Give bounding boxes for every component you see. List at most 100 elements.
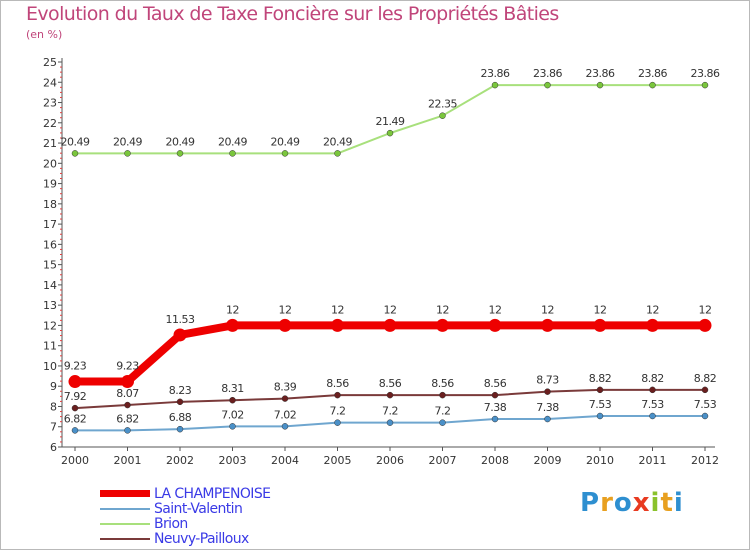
data-label: 8.82 bbox=[694, 372, 717, 385]
data-label: 7.53 bbox=[589, 398, 612, 411]
data-label: 7.2 bbox=[330, 405, 346, 418]
data-label: 7.38 bbox=[484, 401, 507, 414]
data-point bbox=[383, 318, 397, 332]
legend-item-saint-valentin: Saint-Valentin bbox=[100, 501, 270, 517]
data-point bbox=[649, 412, 656, 420]
data-point bbox=[334, 391, 341, 399]
y-tick-label: 25 bbox=[43, 56, 57, 69]
y-tick-label: 23 bbox=[43, 97, 57, 110]
y-tick-label: 21 bbox=[43, 137, 57, 150]
legend-swatch-saint-valentin bbox=[100, 507, 150, 510]
data-label: 8.23 bbox=[169, 384, 192, 397]
data-point bbox=[121, 375, 134, 389]
legend-item-neuvy-pailloux: Neuvy-Pailloux bbox=[100, 531, 270, 547]
y-tick-label: 20 bbox=[43, 157, 57, 170]
x-tick-label: 2008 bbox=[481, 454, 509, 467]
x-tick-label: 2009 bbox=[534, 454, 562, 467]
y-tick-label: 12 bbox=[43, 319, 57, 332]
data-label: 8.31 bbox=[221, 382, 244, 395]
data-label: 20.49 bbox=[166, 135, 195, 148]
chart-unit-label: (en %) bbox=[26, 28, 63, 41]
data-point bbox=[71, 150, 79, 157]
data-point bbox=[173, 328, 187, 342]
data-point bbox=[491, 391, 499, 399]
data-label: 11.53 bbox=[166, 313, 195, 326]
legend-swatch-brion bbox=[100, 522, 150, 525]
data-point bbox=[124, 427, 131, 434]
y-tick-label: 7 bbox=[50, 421, 57, 434]
data-point bbox=[386, 419, 394, 426]
y-tick-label: 11 bbox=[43, 340, 57, 353]
data-label: 12 bbox=[489, 303, 502, 316]
data-label: 8.56 bbox=[379, 377, 402, 390]
data-point bbox=[491, 415, 499, 423]
legend-item-la-champenoise: LA CHAMPENOISE bbox=[100, 486, 271, 502]
data-point bbox=[701, 81, 709, 89]
x-tick-label: 2007 bbox=[429, 454, 457, 467]
data-label: 12 bbox=[436, 303, 449, 316]
data-point bbox=[544, 388, 551, 395]
data-point bbox=[439, 419, 446, 426]
data-point bbox=[544, 81, 551, 89]
y-tick-label: 19 bbox=[43, 178, 57, 191]
data-point bbox=[281, 150, 289, 157]
legend-swatch-la-champenoise bbox=[100, 490, 150, 497]
data-label: 12 bbox=[541, 303, 554, 316]
data-label: 12 bbox=[384, 303, 397, 316]
x-tick-label: 2012 bbox=[691, 454, 719, 467]
y-tick-label: 22 bbox=[43, 117, 57, 130]
data-label: 20.49 bbox=[218, 135, 247, 148]
data-label: 12 bbox=[646, 303, 659, 316]
x-tick-label: 2005 bbox=[324, 454, 352, 467]
data-label: 23.86 bbox=[481, 67, 510, 80]
data-label: 7.02 bbox=[274, 408, 297, 421]
data-point bbox=[281, 395, 289, 402]
data-label: 7.02 bbox=[221, 408, 244, 421]
data-point bbox=[596, 412, 604, 420]
data-point bbox=[124, 401, 131, 409]
logo-letter: t bbox=[660, 488, 674, 518]
data-point bbox=[176, 398, 184, 406]
data-label: 12 bbox=[699, 303, 712, 316]
data-label: 7.2 bbox=[382, 405, 398, 418]
x-tick-label: 2003 bbox=[219, 454, 247, 467]
data-label: 23.86 bbox=[533, 67, 562, 80]
y-tick-label: 16 bbox=[43, 238, 57, 251]
logo-letter: i bbox=[673, 488, 684, 518]
y-tick-label: 13 bbox=[43, 299, 57, 312]
data-label: 9.23 bbox=[64, 360, 87, 373]
data-point bbox=[229, 150, 236, 157]
data-point bbox=[596, 386, 604, 394]
logo-letter: o bbox=[613, 488, 633, 518]
chart-legend: LA CHAMPENOISE Saint-Valentin Brion Neuv… bbox=[100, 486, 271, 547]
data-label: 7.53 bbox=[641, 398, 664, 411]
x-tick-label: 2002 bbox=[166, 454, 194, 467]
data-point bbox=[176, 425, 184, 433]
data-point bbox=[698, 318, 712, 332]
data-point bbox=[176, 150, 184, 157]
chart-title: Evolution du Taux de Taxe Foncière sur l… bbox=[26, 3, 559, 25]
data-label: 7.38 bbox=[536, 401, 559, 414]
data-label: 8.82 bbox=[641, 372, 664, 385]
data-label: 12 bbox=[331, 303, 344, 316]
proxiti-logo: Proxiti bbox=[580, 488, 684, 518]
x-tick-label: 2011 bbox=[639, 454, 667, 467]
data-point bbox=[71, 404, 79, 412]
data-point bbox=[701, 386, 709, 394]
data-label: 7.2 bbox=[435, 405, 451, 418]
y-tick-label: 14 bbox=[43, 279, 57, 292]
data-point bbox=[334, 419, 341, 426]
data-point bbox=[491, 81, 499, 89]
x-tick-label: 2010 bbox=[586, 454, 614, 467]
data-point bbox=[226, 318, 239, 332]
x-tick-label: 2000 bbox=[61, 454, 89, 467]
x-tick-label: 2004 bbox=[271, 454, 299, 467]
data-label: 20.49 bbox=[61, 135, 90, 148]
data-point bbox=[596, 81, 604, 89]
data-label: 21.49 bbox=[376, 115, 405, 128]
y-tick-label: 10 bbox=[43, 360, 57, 373]
data-point bbox=[544, 415, 551, 423]
data-point bbox=[646, 318, 659, 332]
data-point bbox=[386, 129, 394, 137]
